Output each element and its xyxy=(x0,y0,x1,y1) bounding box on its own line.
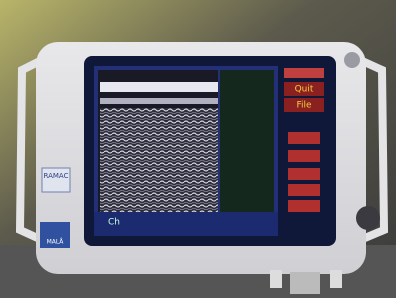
side-panel xyxy=(220,70,274,220)
surface-band xyxy=(100,98,218,104)
button xyxy=(288,150,320,162)
button xyxy=(288,168,320,180)
button xyxy=(288,200,320,212)
maker: MALÅ xyxy=(47,239,65,246)
connector xyxy=(270,270,282,288)
status-bar xyxy=(94,212,278,236)
photo: Ch Quit File RAMAC MALÅ xyxy=(0,0,396,298)
button-label: File xyxy=(296,101,312,111)
status-text: Ch xyxy=(108,218,120,228)
button xyxy=(288,184,320,196)
knob xyxy=(356,206,380,230)
connector xyxy=(290,272,320,294)
button-label: Quit xyxy=(295,85,314,95)
connector xyxy=(330,270,342,288)
screw xyxy=(344,52,360,68)
logo: RAMAC xyxy=(44,172,69,180)
radar-traces xyxy=(100,108,218,218)
button xyxy=(284,68,324,78)
button xyxy=(288,132,320,144)
surface-band xyxy=(100,82,218,92)
